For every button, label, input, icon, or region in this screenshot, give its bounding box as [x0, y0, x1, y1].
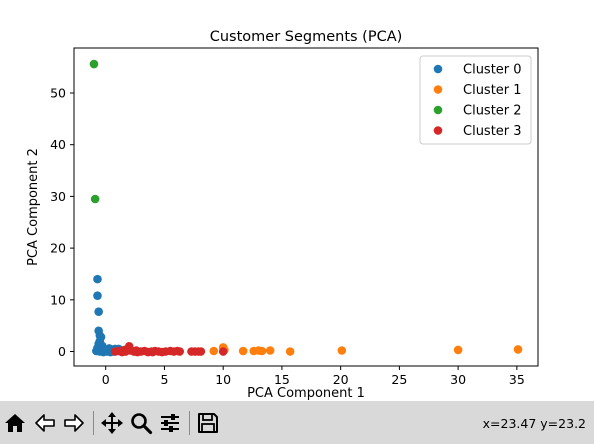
data-point [131, 346, 141, 355]
legend: Cluster 0 Cluster 1 Cluster 2 Cluster 3 [419, 55, 532, 145]
x-axis-label: PCA Component 1 [247, 386, 365, 401]
data-point [90, 194, 100, 204]
data-point [453, 345, 463, 355]
legend-box [419, 55, 532, 145]
data-point [209, 346, 219, 356]
configure-subplots-button[interactable] [157, 410, 183, 436]
data-point [120, 345, 129, 355]
sliders-icon [161, 414, 179, 432]
x-axis-ticks: 0 5 10 15 20 25 30 35 [102, 366, 525, 387]
x-tick-label: 35 [509, 372, 525, 387]
legend-marker [433, 85, 443, 94]
data-point [175, 347, 185, 356]
back-button[interactable] [32, 410, 58, 436]
legend-marker [433, 64, 443, 74]
data-point [218, 347, 228, 356]
legend-label: Cluster 2 [463, 104, 522, 119]
x-tick-label: 30 [450, 372, 466, 387]
y-tick-label: 0 [58, 344, 66, 359]
toolbar-separator [189, 411, 190, 435]
data-point [513, 345, 523, 354]
y-tick-label: 20 [50, 241, 66, 256]
data-point [93, 274, 102, 284]
x-tick-label: 10 [215, 372, 231, 387]
home-icon [5, 414, 25, 432]
zoom-button[interactable] [128, 410, 154, 436]
legend-label: Cluster 3 [463, 124, 522, 139]
data-point [100, 346, 109, 355]
forward-button[interactable] [61, 410, 87, 436]
data-point [265, 346, 275, 355]
legend-marker [433, 105, 443, 115]
data-point [238, 346, 248, 356]
data-point [89, 59, 99, 69]
floppy-disk-icon [198, 413, 218, 433]
axes-frame [73, 47, 539, 367]
arrow-right-icon [64, 414, 84, 432]
y-axis-label: PCA Component 2 [26, 148, 41, 266]
y-tick-label: 50 [50, 85, 66, 100]
legend-label: Cluster 0 [463, 63, 522, 78]
pan-button[interactable] [99, 410, 125, 436]
magnifier-icon [131, 413, 153, 435]
home-button[interactable] [2, 410, 28, 436]
chart-title: Customer Segments (PCA) [210, 29, 403, 45]
data-point [148, 347, 157, 357]
x-tick-label: 20 [333, 372, 349, 387]
x-tick-label: 5 [160, 372, 168, 387]
y-tick-label: 30 [50, 189, 66, 204]
toolbar-separator [93, 411, 94, 435]
x-tick-label: 25 [391, 372, 407, 387]
cursor-coordinates: x=23.47 y=23.2 [482, 416, 586, 431]
legend-label: Cluster 1 [463, 83, 522, 98]
figure-canvas[interactable]: Customer Segments (PCA) 0 5 10 15 20 25 30 35 0… [0, 0, 594, 401]
data-point [94, 307, 103, 317]
y-axis-ticks: 0 10 20 30 40 50 [50, 85, 74, 359]
data-point [285, 347, 295, 356]
data-point [196, 347, 206, 356]
move-icon [101, 412, 123, 434]
save-button[interactable] [195, 410, 221, 436]
x-tick-label: 15 [274, 372, 290, 387]
y-tick-label: 40 [50, 137, 66, 152]
data-point [93, 291, 102, 300]
data-point [257, 346, 267, 356]
arrow-left-icon [35, 414, 55, 432]
y-tick-label: 10 [50, 292, 66, 307]
legend-marker [433, 126, 443, 135]
scatter-plot: Customer Segments (PCA) 0 5 10 15 20 25 30 35 0… [26, 29, 539, 401]
data-points [89, 59, 523, 357]
data-point [337, 346, 347, 355]
navigation-toolbar: x=23.47 y=23.2 [0, 401, 594, 444]
x-tick-label: 0 [102, 372, 110, 387]
